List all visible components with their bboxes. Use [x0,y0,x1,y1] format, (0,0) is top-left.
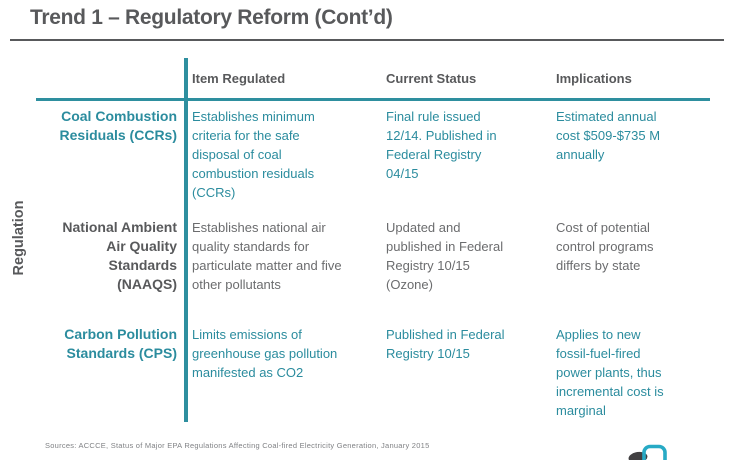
column-header-item-regulated: Item Regulated [192,71,286,86]
table-vertical-divider [184,58,188,422]
table-row-ccr: Coal Combustion Residuals (CCRs) Establi… [36,101,710,214]
cell-naaqs-current-status: Updated and published in Federal Registr… [386,220,504,292]
table-row-cps: Carbon Pollution Standards (CPS) Limits … [36,321,710,422]
column-header-implications: Implications [556,71,632,86]
cell-naaqs-item-regulated: Establishes national air quality standar… [192,220,342,292]
row-label-cps: Carbon Pollution Standards (CPS) [64,326,177,361]
table-header-row: Item Regulated Current Status Implicatio… [36,58,710,101]
row-label-ccr: Coal Combustion Residuals (CCRs) [59,108,177,143]
title-underline [10,39,724,41]
cell-ccr-implications: Estimated annual cost $509-$735 M annual… [556,109,661,162]
row-label-naaqs: National Ambient Air Quality Standards (… [62,219,177,292]
cell-ccr-current-status: Final rule issued 12/14. Published in Fe… [386,109,497,181]
logo-teal-frame [642,444,667,460]
cell-cps-item-regulated: Limits emissions of greenhouse gas pollu… [192,327,338,380]
page-title: Trend 1 – Regulatory Reform (Cont’d) [30,6,393,29]
partial-logo-mark [628,444,667,460]
regulation-table: Item Regulated Current Status Implicatio… [36,58,710,422]
cell-cps-current-status: Published in Federal Registry 10/15 [386,327,505,361]
cell-naaqs-implications: Cost of potential control programs diffe… [556,220,654,273]
cell-ccr-item-regulated: Establishes minimum criteria for the saf… [192,109,315,200]
regulation-axis-label: Regulation [11,200,27,276]
cell-cps-implications: Applies to new fossil-fuel-fired power p… [556,327,664,418]
sources-note: Sources: ACCCE, Status of Major EPA Regu… [45,441,430,450]
table-row-naaqs: National Ambient Air Quality Standards (… [36,214,710,321]
column-header-current-status: Current Status [386,71,477,86]
